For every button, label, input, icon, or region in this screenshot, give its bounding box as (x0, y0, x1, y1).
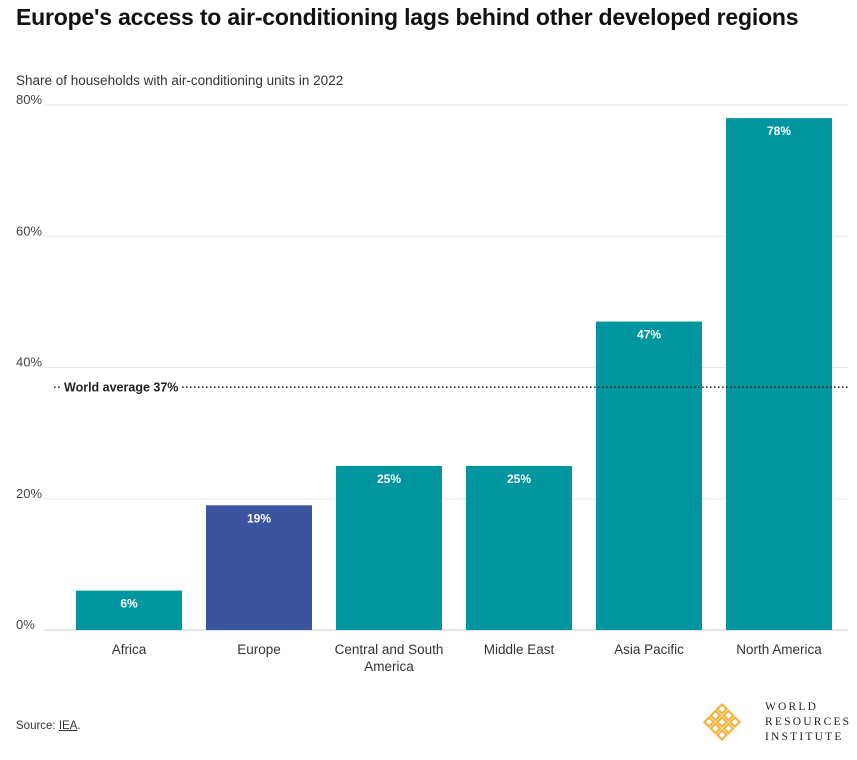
logo-line-2: RESOURCES (765, 716, 852, 728)
data-label: 47% (637, 328, 661, 342)
x-tick-label: Africa (112, 642, 147, 657)
logo-line-3: INSTITUTE (765, 731, 844, 743)
bar (466, 465, 572, 630)
bars: 6% 19% 25% 25% 47% 78% (76, 118, 832, 630)
y-tick-label: 40% (16, 355, 42, 370)
reference-line-label: World average 37% (64, 381, 178, 395)
wri-logo-icon (702, 702, 742, 742)
x-tick-label: Central and South (335, 642, 444, 657)
x-tick-label: Middle East (484, 642, 555, 657)
source-link[interactable]: IEA (58, 720, 78, 732)
y-tick-label: 0% (16, 617, 35, 632)
bar (596, 321, 702, 630)
bar (76, 590, 182, 630)
wri-logo-text: WORLD RESOURCES INSTITUTE (765, 700, 851, 745)
bar (206, 505, 312, 630)
bar (336, 465, 442, 630)
x-tick-label: North America (736, 642, 822, 657)
y-tick-label: 20% (16, 486, 42, 501)
logo-line-1: WORLD (765, 701, 819, 713)
data-label: 78% (767, 124, 791, 138)
data-label: 25% (377, 472, 401, 486)
x-tick-label: Asia Pacific (614, 642, 684, 657)
gridlines (44, 104, 848, 631)
source-suffix: . (77, 720, 81, 732)
x-tick-label: America (364, 659, 414, 674)
reference-line: World average 37% (54, 378, 848, 396)
y-tick-label: 60% (16, 223, 42, 238)
y-tick-label: 80% (16, 92, 42, 107)
source-prefix: Source: (16, 720, 59, 732)
x-axis: Africa Europe Central and South America Midd… (112, 642, 823, 674)
data-label: 6% (120, 597, 138, 611)
reference-label-bg (62, 378, 181, 396)
y-axis: 0% 20% 40% 60% 80% (16, 92, 42, 632)
chart-title: Europe's access to air-conditioning lags… (16, 4, 799, 30)
source-note: Source: IEA. (16, 720, 81, 732)
chart-subtitle: Share of households with air-conditionin… (16, 73, 344, 88)
bar (726, 118, 832, 630)
bar-chart: 0% 20% 40% 60% 80% 6% 19% 25% 25% 47% 78% Africa E… (16, 92, 848, 674)
data-label: 19% (247, 511, 271, 525)
data-label: 25% (507, 472, 531, 486)
x-tick-label: Europe (237, 642, 281, 657)
